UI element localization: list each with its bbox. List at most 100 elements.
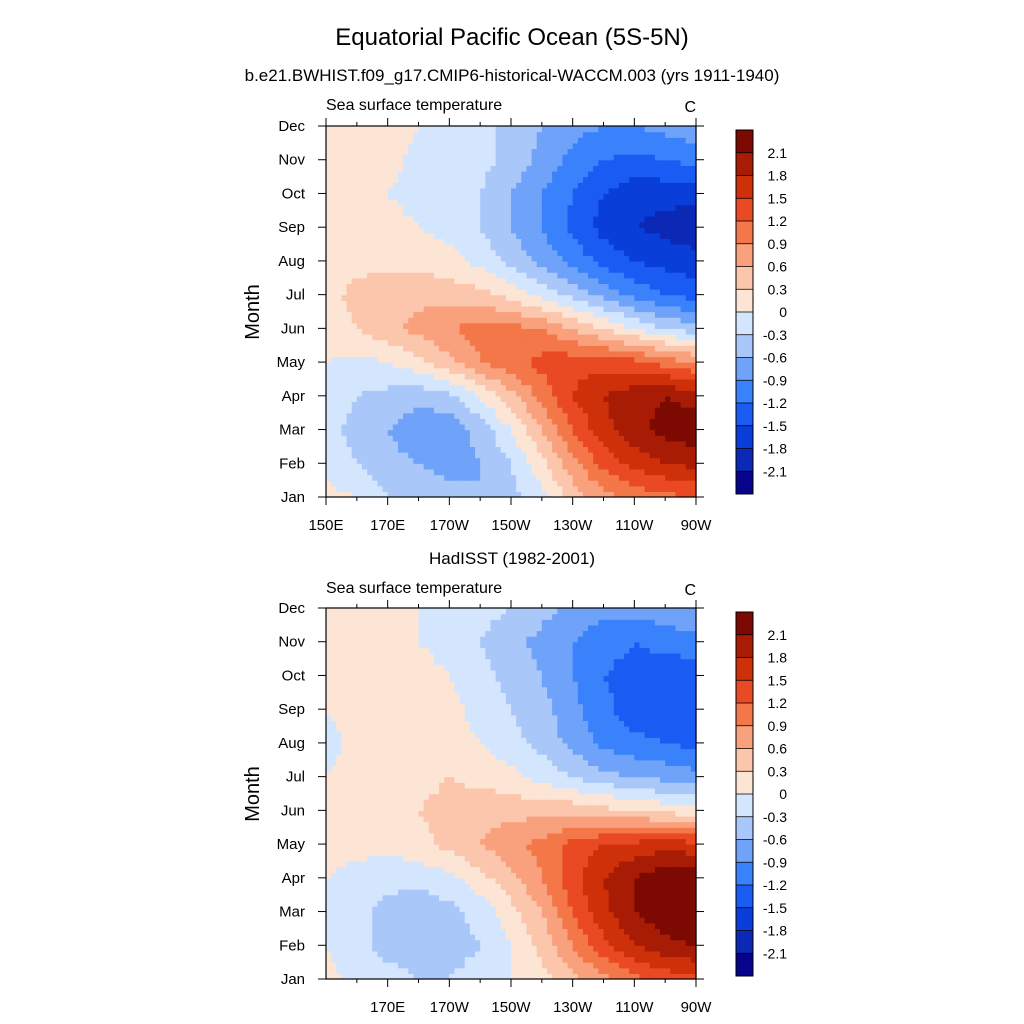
contour-cell — [541, 328, 548, 335]
contour-cell — [490, 446, 497, 453]
contour-cell — [511, 395, 517, 403]
contour-cell — [577, 446, 584, 453]
contour-cell — [665, 378, 671, 386]
contour-cell — [346, 468, 353, 476]
contour-cell — [500, 339, 507, 346]
contour-cell — [372, 463, 378, 470]
contour-cell — [680, 294, 687, 301]
contour-cell — [675, 300, 682, 307]
contour-cell — [680, 328, 687, 335]
contour-cell — [367, 131, 373, 138]
contour-cell — [418, 170, 425, 178]
contour-cell — [685, 418, 692, 425]
contour-cell — [356, 277, 363, 284]
contour-cell — [613, 418, 620, 425]
contour-cell — [654, 182, 661, 189]
contour-cell — [377, 468, 384, 476]
contour-cell — [433, 317, 440, 324]
contour-cell — [351, 435, 358, 442]
contour-cell — [618, 435, 625, 442]
contour-cell — [500, 294, 507, 301]
contour-cell — [649, 463, 656, 470]
contour-cell — [423, 384, 430, 391]
contour-cell — [403, 463, 409, 470]
contour-cell — [665, 429, 671, 436]
contour-cell — [485, 350, 492, 358]
contour-cell — [331, 255, 337, 262]
contour-cell — [387, 221, 394, 228]
contour-cell — [665, 446, 671, 453]
contour-cell — [660, 255, 666, 262]
contour-cell — [516, 170, 522, 178]
contour-cell — [495, 159, 502, 166]
contour-cell — [428, 463, 435, 470]
contour-cell — [397, 187, 404, 195]
contour-cell — [351, 452, 358, 459]
contour-cell — [531, 474, 538, 481]
contour-cell — [403, 485, 409, 492]
contour-cell — [454, 165, 461, 172]
contour-cell — [331, 384, 337, 391]
contour-cell — [577, 418, 584, 425]
contour-cell — [361, 221, 368, 228]
contour-cell — [433, 165, 440, 172]
contour-cell — [485, 260, 492, 268]
contour-cell — [577, 126, 584, 133]
contour-cell — [485, 395, 492, 403]
contour-cell — [413, 401, 420, 408]
contour-cell — [582, 345, 589, 352]
contour-cell — [675, 227, 682, 234]
contour-cell — [331, 249, 337, 256]
contour-cell — [341, 283, 348, 290]
contour-cell — [367, 480, 373, 487]
contour-cell — [387, 468, 394, 476]
contour-cell — [526, 187, 533, 195]
contour-cell — [495, 362, 502, 369]
contour-cell — [444, 491, 450, 498]
contour-cell — [408, 339, 414, 346]
contour-cell — [367, 193, 373, 200]
contour-cell — [618, 395, 625, 403]
contour-cell — [526, 193, 533, 200]
contour-cell — [629, 137, 635, 144]
contour-cell — [613, 491, 620, 498]
contour-cell — [598, 485, 605, 492]
contour-cell — [546, 429, 553, 436]
contour-cell — [439, 260, 445, 268]
contour-cell — [572, 204, 579, 211]
contour-cell — [634, 452, 641, 459]
contour-cell — [690, 322, 697, 329]
contour-cell — [336, 311, 343, 318]
contour-cell — [660, 468, 666, 476]
contour-cell — [464, 395, 471, 403]
contour-cell — [413, 367, 420, 374]
contour-cell — [531, 367, 538, 374]
contour-cell — [665, 317, 671, 324]
contour-cell — [541, 390, 548, 397]
contour-cell — [428, 384, 435, 391]
contour-cell — [413, 967, 420, 974]
contour-cell — [618, 480, 625, 487]
contour-cell — [408, 333, 414, 341]
contour-cell — [490, 457, 497, 464]
contour-cell — [654, 187, 661, 195]
contour-cell — [624, 137, 630, 144]
contour-cell — [397, 272, 404, 279]
contour-cell — [516, 412, 522, 419]
contour-cell — [603, 227, 610, 234]
contour-cell — [608, 215, 615, 223]
contour-cell — [423, 491, 430, 498]
contour-cell — [351, 412, 358, 419]
contour-cell — [649, 159, 656, 166]
contour-cell — [423, 165, 430, 172]
contour-cell — [433, 137, 440, 144]
contour-cell — [423, 272, 430, 279]
contour-cell — [670, 418, 677, 425]
contour-cell — [433, 159, 440, 166]
contour-cell — [526, 244, 533, 251]
contour-cell — [557, 401, 563, 408]
contour-cell — [490, 165, 497, 172]
contour-cell — [562, 210, 569, 217]
contour-cell — [459, 412, 466, 419]
contour-cell — [367, 339, 373, 346]
